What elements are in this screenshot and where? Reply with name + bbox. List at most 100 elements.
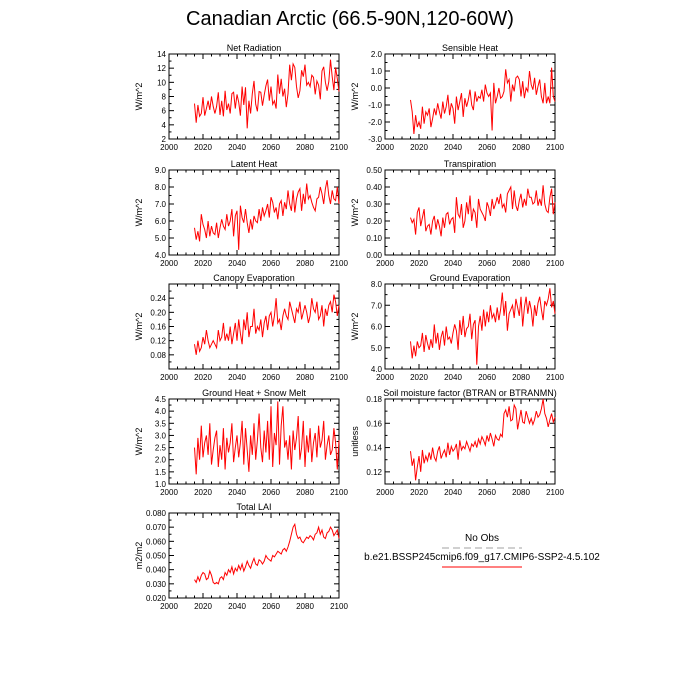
y-tick-label: 0.20: [150, 308, 166, 317]
x-tick-label: 2000: [160, 143, 178, 152]
y-tick-label: 2: [162, 135, 167, 144]
x-tick-label: 2040: [228, 143, 246, 152]
y-tick-label: 0.10: [366, 234, 382, 243]
plot-frame: [168, 169, 340, 256]
y-tick-label: 2.0: [155, 456, 167, 465]
y-axis-label: W/m^2: [134, 313, 144, 341]
panel-soil-moisture-factor-btran-or-btranmn: Soil moisture factor (BTRAN or BTRANMN) u…: [350, 388, 564, 497]
y-tick-label: 0.08: [150, 351, 166, 360]
x-tick-label: 2080: [296, 602, 314, 611]
y-tick-label: 0.00: [366, 251, 382, 260]
x-tick-label: 2020: [194, 488, 212, 497]
y-tick-label: 0.16: [366, 419, 382, 428]
plot-frame: [168, 53, 340, 140]
x-tick-label: 2100: [330, 488, 348, 497]
panel-canopy-evaporation: Canopy Evaporation W/m^2 2000 2020 2040 2060 2…: [134, 273, 348, 382]
y-tick-label: 1.5: [155, 468, 167, 477]
y-tick-label: 8.0: [155, 183, 167, 192]
panel-title: Ground Evaporation: [430, 273, 511, 283]
y-axis-label: W/m^2: [350, 199, 360, 227]
x-tick-label: 2080: [512, 259, 530, 268]
y-tick-label: 0.060: [146, 537, 167, 546]
x-tick-label: 2080: [296, 373, 314, 382]
x-tick-label: 2100: [330, 259, 348, 268]
x-tick-label: 2000: [376, 373, 394, 382]
x-tick-label: 2080: [512, 373, 530, 382]
y-tick-label: 7.0: [371, 301, 383, 310]
x-tick-label: 2080: [296, 143, 314, 152]
panel-transpiration: Transpiration W/m^2 2000 2020 2040 2060 2080 21…: [350, 159, 564, 268]
x-tick-label: 2100: [546, 143, 564, 152]
x-tick-label: 2080: [296, 259, 314, 268]
y-tick-label: 7.0: [155, 200, 167, 209]
y-tick-label: 4.0: [371, 365, 383, 374]
y-axis-label: W/m^2: [134, 199, 144, 227]
y-tick-label: 0.12: [366, 468, 382, 477]
x-tick-label: 2060: [262, 488, 280, 497]
x-tick-label: 2040: [228, 602, 246, 611]
y-tick-label: 10: [157, 78, 166, 87]
x-tick-label: 2060: [478, 259, 496, 268]
plot-frame: [384, 283, 556, 370]
plot-frame: [384, 398, 556, 485]
legend: No Obs b.e21.BSSP245cmip6.f09_g17.CMIP6-S…: [364, 533, 600, 568]
y-tick-label: 4.5: [155, 395, 167, 404]
y-axis-label: unitless: [350, 426, 360, 457]
panel-title: Transpiration: [444, 159, 496, 169]
x-tick-label: 2100: [546, 373, 564, 382]
y-tick-label: 0.050: [146, 552, 167, 561]
x-tick-label: 2100: [546, 259, 564, 268]
x-tick-label: 2020: [194, 602, 212, 611]
x-tick-label: 2060: [262, 373, 280, 382]
y-tick-label: 9.0: [155, 166, 167, 175]
x-tick-label: 2000: [160, 259, 178, 268]
y-tick-label: 0.24: [150, 294, 166, 303]
plot-frame: [384, 169, 556, 256]
panel-title: Canopy Evaporation: [213, 273, 295, 283]
panel-latent-heat: Latent Heat W/m^2 2000 2020 2040 2060 2080 2100…: [134, 159, 348, 268]
series-line-ground-heat-snow-melt: [194, 401, 340, 475]
x-tick-label: 2020: [410, 143, 428, 152]
x-tick-label: 2020: [194, 143, 212, 152]
figure-title: Canadian Arctic (66.5-90N,120-60W): [186, 8, 514, 30]
legend-label-model: b.e21.BSSP245cmip6.f09_g17.CMIP6-SSP2-4.…: [364, 552, 600, 563]
series-line-sensible-heat: [410, 67, 556, 134]
x-tick-label: 2060: [478, 488, 496, 497]
x-tick-label: 2040: [444, 488, 462, 497]
series-line-total-lai: [194, 522, 340, 585]
series-line-canopy-evaporation: [194, 294, 340, 355]
x-tick-label: 2060: [262, 143, 280, 152]
series-line-soil-moisture-factor-btran-or-btranmn: [410, 398, 556, 481]
y-tick-label: 0.12: [150, 337, 166, 346]
y-tick-label: 8.0: [371, 280, 383, 289]
x-tick-label: 2000: [376, 143, 394, 152]
y-tick-label: 0.080: [146, 509, 167, 518]
y-axis-label: m2/m2: [134, 542, 144, 570]
x-tick-label: 2100: [546, 488, 564, 497]
panel-sensible-heat: Sensible Heat W/m^2 2000 2020 2040 2060 2080 21…: [350, 43, 564, 152]
x-tick-label: 2040: [444, 373, 462, 382]
plot-frame: [168, 283, 340, 370]
x-tick-label: 2100: [330, 373, 348, 382]
x-tick-label: 2040: [228, 488, 246, 497]
y-tick-label: 4: [162, 121, 167, 130]
x-tick-label: 2100: [330, 602, 348, 611]
x-tick-label: 2040: [444, 259, 462, 268]
panel-title: Latent Heat: [231, 159, 278, 169]
x-tick-label: 2080: [512, 143, 530, 152]
panel-title: Total LAI: [236, 502, 271, 512]
panel-title: Soil moisture factor (BTRAN or BTRANMN): [383, 388, 557, 398]
x-tick-label: 2060: [262, 259, 280, 268]
plot-frame: [168, 512, 340, 599]
y-tick-label: 6.0: [155, 217, 167, 226]
y-tick-label: 6: [162, 107, 167, 116]
x-tick-label: 2060: [262, 602, 280, 611]
x-tick-label: 2020: [410, 373, 428, 382]
x-tick-label: 2020: [410, 259, 428, 268]
x-tick-label: 2000: [160, 488, 178, 497]
panel-ground-evaporation: Ground Evaporation W/m^2 2000 2020 2040 2060 2…: [350, 273, 564, 382]
panel-title: Sensible Heat: [442, 43, 499, 53]
y-axis-label: W/m^2: [350, 83, 360, 111]
